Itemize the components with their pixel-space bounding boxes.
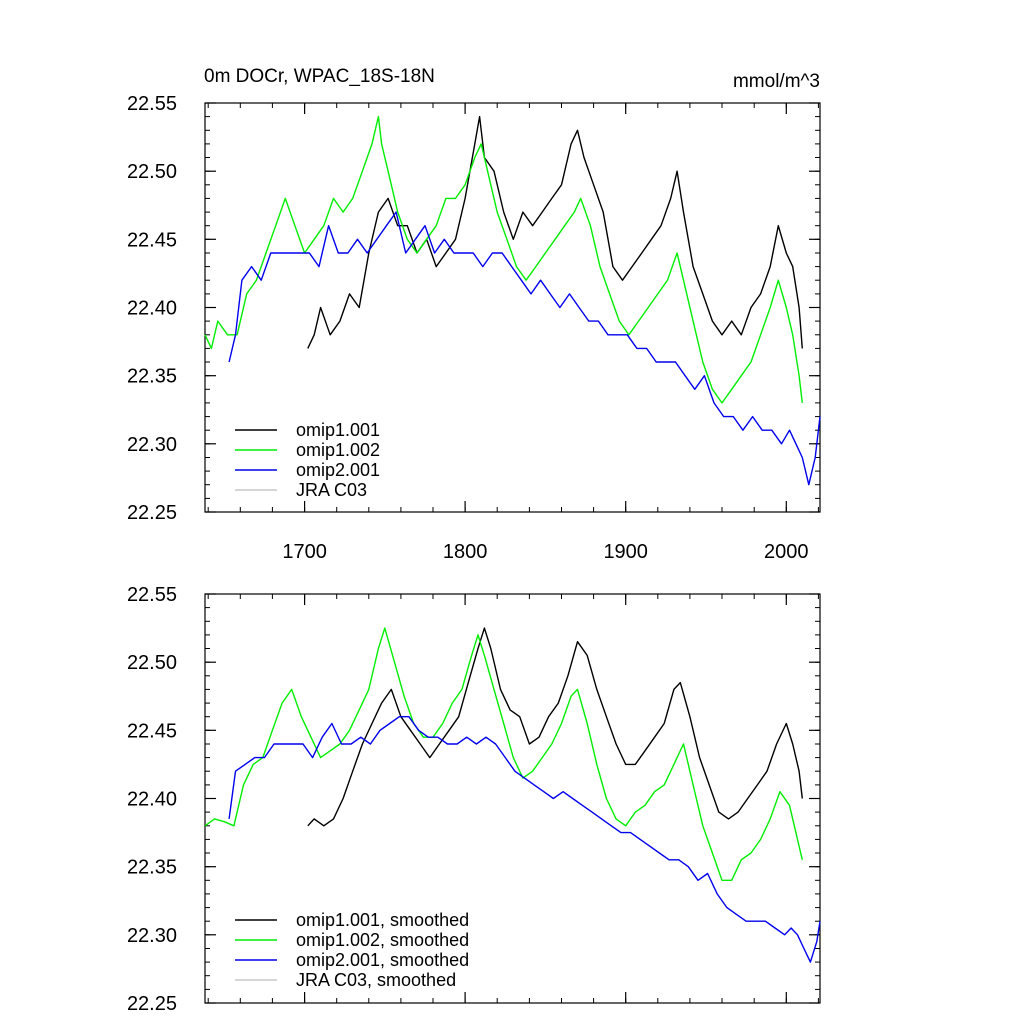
legend-label: JRA C03, smoothed	[296, 970, 456, 990]
legend-label: omip1.001, smoothed	[296, 910, 469, 930]
top-panel: 0m DOCr, WPAC_18S-18N mmol/m^3 1700 1800 1…	[127, 66, 821, 563]
legend-label: JRA C03	[296, 480, 367, 500]
series-line-1	[204, 627, 803, 881]
legend-label: omip2.001	[296, 460, 380, 480]
legend-label: omip1.002, smoothed	[296, 930, 469, 950]
y-tick-label: 22.40	[127, 789, 177, 811]
x-tick-label: 1800	[443, 541, 488, 563]
legend-label: omip2.001, smoothed	[296, 950, 469, 970]
x-tick-label: 1700	[282, 541, 327, 563]
y-tick-label: 22.35	[127, 857, 177, 879]
bottom-series-lines	[204, 627, 821, 963]
chart-title: 0m DOCr, WPAC_18S-18N	[204, 66, 435, 87]
y-tick-label: 22.30	[127, 434, 177, 456]
top-axis-ticks: 1700 1800 1900 2000 22.25 22.30 22.35 22.40 22.4…	[127, 93, 820, 563]
top-series-lines	[204, 115, 821, 486]
legend-label: omip1.002	[296, 440, 380, 460]
legend-label: omip1.001	[296, 420, 380, 440]
y-tick-label: 22.35	[127, 366, 177, 388]
x-tick-label: 1900	[603, 541, 648, 563]
series-line-2	[228, 211, 821, 486]
y-tick-label: 22.40	[127, 298, 177, 320]
y-tick-label: 22.25	[127, 502, 177, 524]
x-tick-label: 2000	[764, 541, 809, 563]
units-label: mmol/m^3	[733, 71, 820, 92]
y-tick-label: 22.45	[127, 720, 177, 742]
y-tick-label: 22.25	[127, 993, 177, 1015]
series-line-0	[307, 115, 803, 349]
y-tick-label: 22.55	[127, 93, 177, 115]
bottom-panel: 22.25 22.30 22.35 22.40 22.45 22.50 22.55 omip…	[127, 584, 821, 1015]
series-line-1	[204, 115, 803, 404]
y-tick-label: 22.50	[127, 161, 177, 183]
y-tick-label: 22.50	[127, 652, 177, 674]
y-tick-label: 22.30	[127, 925, 177, 947]
y-tick-label: 22.55	[127, 584, 177, 606]
series-line-2	[228, 716, 821, 963]
bottom-axis-ticks: 22.25 22.30 22.35 22.40 22.45 22.50 22.55	[127, 584, 820, 1015]
series-line-0	[307, 627, 803, 827]
y-tick-label: 22.45	[127, 229, 177, 251]
